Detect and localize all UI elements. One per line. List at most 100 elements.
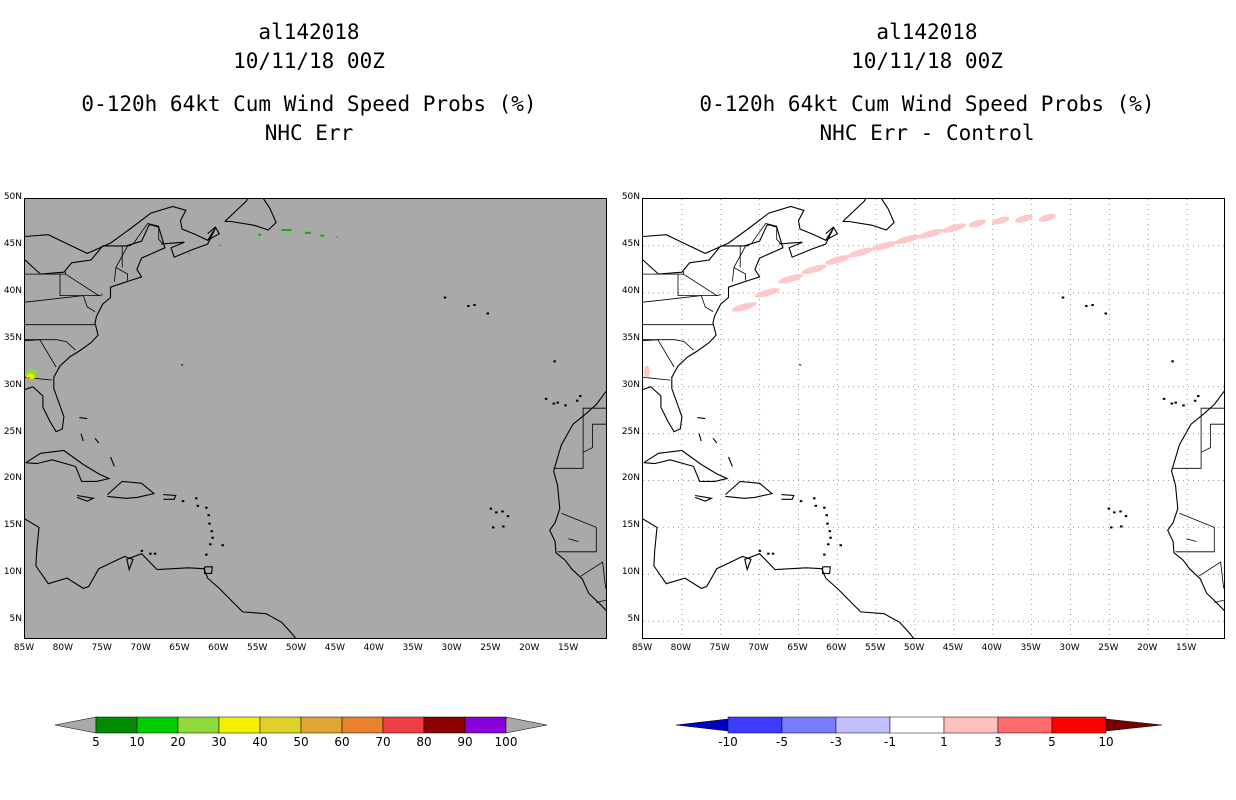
left-title-product: 0-120h 64kt Cum Wind Speed Probs (%) — [81, 92, 537, 116]
island — [205, 506, 208, 509]
difference-patch — [941, 223, 967, 233]
colorbar-swatch — [259, 716, 302, 734]
left-title-subtitle: NHC Err — [264, 121, 354, 145]
island — [207, 514, 210, 517]
difference-patch — [991, 216, 1010, 225]
coastline — [781, 494, 795, 500]
right-lat-label: 30N — [621, 379, 640, 390]
island — [221, 544, 224, 547]
borders — [643, 222, 1224, 603]
political-border — [580, 561, 606, 589]
coastline — [643, 205, 834, 258]
probability-patch — [219, 244, 222, 246]
coastline — [799, 364, 802, 366]
left-lon-label: 75W — [91, 643, 112, 653]
island — [767, 552, 770, 555]
left-title-date: 10/11/18 00Z — [233, 49, 385, 73]
left-lon-label: 85W — [13, 643, 35, 653]
colorbar-swatch — [997, 716, 1053, 734]
left-lon-label: 30W — [441, 643, 462, 653]
left-colorbar — [55, 716, 548, 734]
island — [827, 543, 830, 546]
island — [467, 304, 470, 307]
colorbar-label: 100 — [494, 735, 518, 749]
political-border — [553, 407, 606, 469]
political-border — [643, 339, 675, 368]
colorbar-swatch — [382, 716, 425, 734]
difference-patch-coastal — [643, 365, 650, 378]
left-lon-label: 50W — [285, 643, 307, 653]
colorbar-right-arrow — [1105, 718, 1163, 732]
colorbar-label: -3 — [830, 735, 842, 749]
colorbar-label: 5 — [1048, 735, 1056, 749]
coastlines — [25, 199, 606, 638]
colorbar-swatch — [177, 716, 220, 734]
difference-patch — [731, 302, 757, 312]
colorbar-swatch — [464, 716, 507, 734]
colorbar-label: 20 — [170, 735, 186, 749]
political-border — [677, 274, 717, 296]
right-lat-label: 35N — [621, 332, 640, 343]
left-lon-label: 80W — [52, 643, 74, 653]
left-lat-label: 40N — [3, 285, 22, 296]
coastline — [25, 466, 297, 638]
island — [209, 543, 212, 546]
left-lon-label: 15W — [557, 643, 579, 653]
island — [181, 500, 185, 503]
island — [1120, 525, 1123, 528]
right-lat-label: 10N — [621, 567, 640, 578]
island — [813, 497, 816, 500]
right-lat-label: 15N — [621, 520, 640, 531]
left-lat-label: 15N — [3, 520, 22, 531]
coastline — [79, 417, 88, 420]
left-lon-label: 40W — [363, 643, 384, 653]
right-lat-label: 40N — [621, 285, 640, 296]
right-lon-label: 35W — [1020, 643, 1041, 653]
political-border — [65, 273, 103, 297]
coastline — [712, 437, 718, 444]
political-border — [114, 267, 117, 282]
probability-patch — [258, 233, 262, 236]
political-border — [1175, 512, 1215, 553]
colorbar-label: 10 — [129, 735, 145, 749]
political-border — [596, 599, 606, 603]
right-lon-label: 20W — [1137, 643, 1158, 653]
colorbar-label: 1 — [940, 735, 948, 749]
island — [544, 397, 548, 400]
islands — [758, 296, 1200, 556]
political-border — [1186, 538, 1197, 542]
difference-patch — [824, 255, 850, 265]
political-border — [25, 339, 76, 351]
right-lon-label: 50W — [903, 643, 925, 653]
coastline — [842, 199, 895, 231]
political-border — [643, 295, 714, 312]
left-lat-label: 45N — [3, 238, 22, 249]
coastline — [25, 223, 166, 433]
island — [205, 553, 208, 556]
colorbar-swatch — [300, 716, 343, 734]
island — [211, 536, 214, 539]
probability-patch — [304, 231, 311, 234]
island — [153, 552, 157, 555]
political-border — [1198, 561, 1224, 589]
coastline — [643, 466, 915, 638]
island — [823, 553, 826, 556]
coastline — [727, 456, 733, 467]
coastline — [825, 226, 839, 241]
coastline — [697, 417, 706, 420]
right-lon-label: 60W — [826, 643, 847, 653]
island — [829, 536, 832, 539]
coastlines — [643, 199, 1224, 638]
coastline — [204, 566, 213, 574]
difference-contours — [643, 213, 1056, 378]
left-lon-label: 70W — [130, 643, 151, 653]
island — [839, 544, 842, 547]
colorbar-label: 40 — [252, 735, 268, 749]
left-lat-label: 10N — [3, 567, 22, 578]
difference-patch — [778, 274, 804, 284]
right-title-storm-id: al142018 — [876, 20, 978, 44]
political-border — [730, 222, 783, 247]
borders — [25, 222, 606, 603]
right-title-subtitle: NHC Err - Control — [819, 121, 1035, 145]
island — [1162, 397, 1166, 400]
